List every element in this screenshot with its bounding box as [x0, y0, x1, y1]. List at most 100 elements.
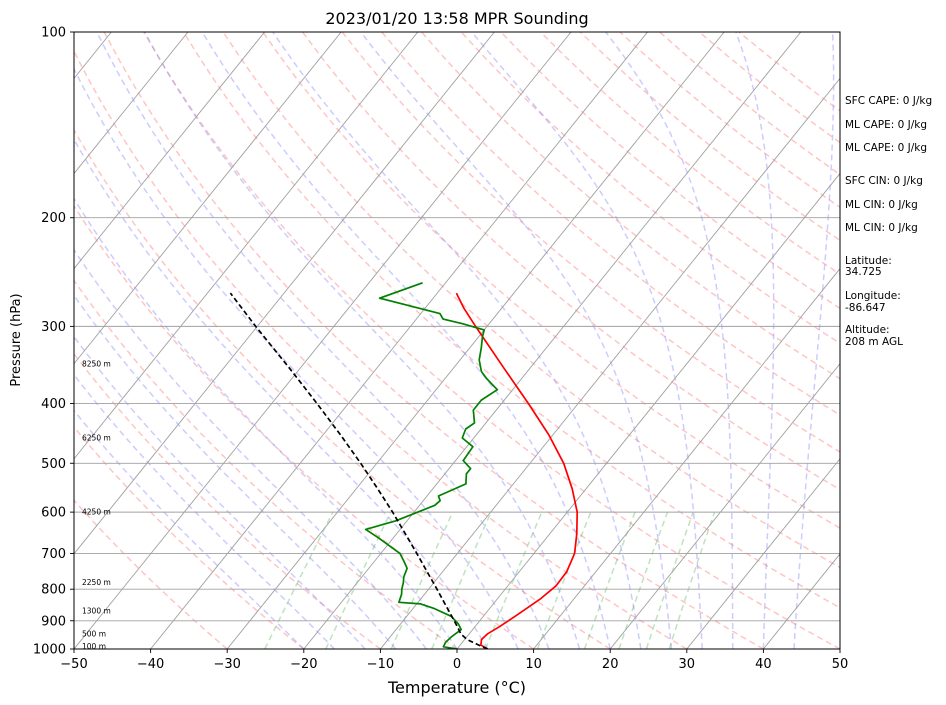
y-tick-label: 700: [41, 547, 66, 562]
side-panel-text: ML CAPE: 0 J/kg: [845, 119, 927, 131]
moist-adiabat: [74, 409, 305, 649]
dry-adiabat: [74, 279, 458, 649]
dry-adiabat: [460, 32, 840, 345]
y-tick-label: 1000: [33, 643, 66, 658]
series-line: [229, 292, 488, 649]
height-label: 4250 m: [82, 508, 111, 517]
isotherm: [226, 32, 725, 649]
series-line: [455, 292, 579, 649]
dry-adiabat: [74, 499, 228, 649]
y-tick-label: 200: [41, 211, 66, 226]
isotherm: [74, 32, 572, 649]
background-lines: [74, 32, 840, 649]
x-tick-label: −50: [60, 657, 87, 672]
x-tick-label: 0: [453, 657, 461, 672]
y-tick-label: 900: [41, 614, 66, 629]
x-tick-label: 30: [679, 657, 696, 672]
side-panel-text: Longitude:: [845, 290, 901, 302]
x-axis: −50 −40 −30 −20 −10 0 10 20 30 40 50: [60, 649, 848, 672]
moist-adiabat: [272, 32, 642, 649]
isotherm: [456, 172, 840, 649]
x-tick-label: 10: [525, 657, 542, 672]
moist-adiabat: [793, 32, 835, 649]
height-label: 6250 m: [82, 433, 111, 442]
side-panel: SFC CAPE: 0 J/kg ML CAPE: 0 J/kg ML CAPE: …: [845, 95, 932, 348]
dry-adiabat: [74, 204, 535, 649]
isotherm: [74, 32, 189, 175]
height-label: 8250 m: [82, 359, 111, 368]
isotherm: [533, 267, 840, 649]
y-tick-label: 100: [41, 26, 66, 41]
y-tick-label: 400: [41, 397, 66, 412]
y-axis: 100 200 300 400 500 600 700 800 900 1000: [33, 26, 74, 658]
moist-adiabat: [74, 335, 366, 649]
moist-adiabat: [605, 32, 734, 649]
moist-adiabat: [471, 32, 703, 649]
side-panel-text: Latitude:: [845, 255, 892, 267]
moist-adiabat: [74, 373, 335, 649]
side-panel-text: SFC CAPE: 0 J/kg: [845, 95, 932, 107]
mixing-ratio-line: [536, 511, 592, 649]
x-tick-label: 50: [832, 657, 849, 672]
moist-adiabat: [201, 32, 611, 649]
height-label: 1300 m: [82, 607, 111, 616]
x-tick-label: −30: [213, 657, 240, 672]
y-tick-label: 800: [41, 583, 66, 598]
side-panel-text: ML CAPE: 0 J/kg: [845, 142, 927, 154]
side-panel-text: Altitude:: [845, 324, 890, 336]
dry-adiabat: [74, 49, 688, 649]
y-tick-label: 300: [41, 320, 66, 335]
isotherm: [686, 458, 840, 649]
dry-adiabat: [420, 32, 840, 380]
moist-adiabat: [74, 67, 519, 649]
height-label: 500 m: [82, 629, 106, 638]
isotherm: [74, 32, 419, 460]
x-axis-label: Temperature (°C): [387, 678, 526, 697]
chart-title: 2023/01/20 13:58 MPR Sounding: [325, 9, 588, 28]
isotherm: [74, 32, 495, 555]
isotherm: [609, 362, 840, 649]
series-line: [364, 281, 499, 649]
moist-adiabat: [144, 32, 581, 649]
side-panel-text: 208 m AGL: [845, 336, 903, 348]
dry-adiabat: [222, 32, 840, 569]
moist-adiabat: [96, 32, 550, 649]
mixing-ratio-line: [668, 511, 716, 649]
mixing-ratio-line: [484, 511, 543, 649]
x-tick-label: −20: [290, 657, 317, 672]
height-label: 2250 m: [82, 578, 111, 587]
moist-adiabat: [735, 32, 775, 649]
mixing-ratio-line: [325, 511, 392, 649]
height-label: 100 m: [82, 642, 106, 651]
x-tick-label: 40: [755, 657, 772, 672]
isotherm: [74, 32, 265, 270]
moist-adiabat: [74, 137, 489, 649]
side-panel-text: 34.725: [845, 266, 882, 278]
side-panel-text: SFC CIN: 0 J/kg: [845, 175, 923, 187]
x-tick-label: −10: [367, 657, 394, 672]
side-panel-text: -86.647: [845, 302, 886, 314]
x-tick-label: 20: [602, 657, 619, 672]
isotherm: [150, 32, 648, 649]
mixing-ratio-line: [264, 511, 334, 649]
dry-adiabat: [74, 352, 381, 649]
isotherm: [380, 77, 840, 649]
data-series: [229, 281, 579, 649]
height-labels: 100 m 500 m 1300 m 2250 m 4250 m 6250 m 8250 m: [82, 359, 111, 650]
y-tick-label: 500: [41, 457, 66, 472]
x-tick-label: −40: [137, 657, 164, 672]
y-tick-label: 600: [41, 506, 66, 521]
dry-adiabat: [103, 32, 764, 649]
y-axis-label: Pressure (hPa): [9, 293, 24, 386]
moist-adiabat: [360, 32, 673, 649]
side-panel-text: ML CIN: 0 J/kg: [845, 222, 918, 234]
dry-adiabat: [143, 32, 840, 649]
dry-adiabat: [74, 128, 611, 649]
isotherm: [74, 32, 342, 365]
dry-adiabat: [262, 32, 840, 529]
side-panel-text: ML CIN: 0 J/kg: [845, 199, 918, 211]
dry-adiabat: [182, 32, 840, 609]
isotherm: [303, 32, 802, 649]
moist-adiabat: [74, 294, 397, 649]
